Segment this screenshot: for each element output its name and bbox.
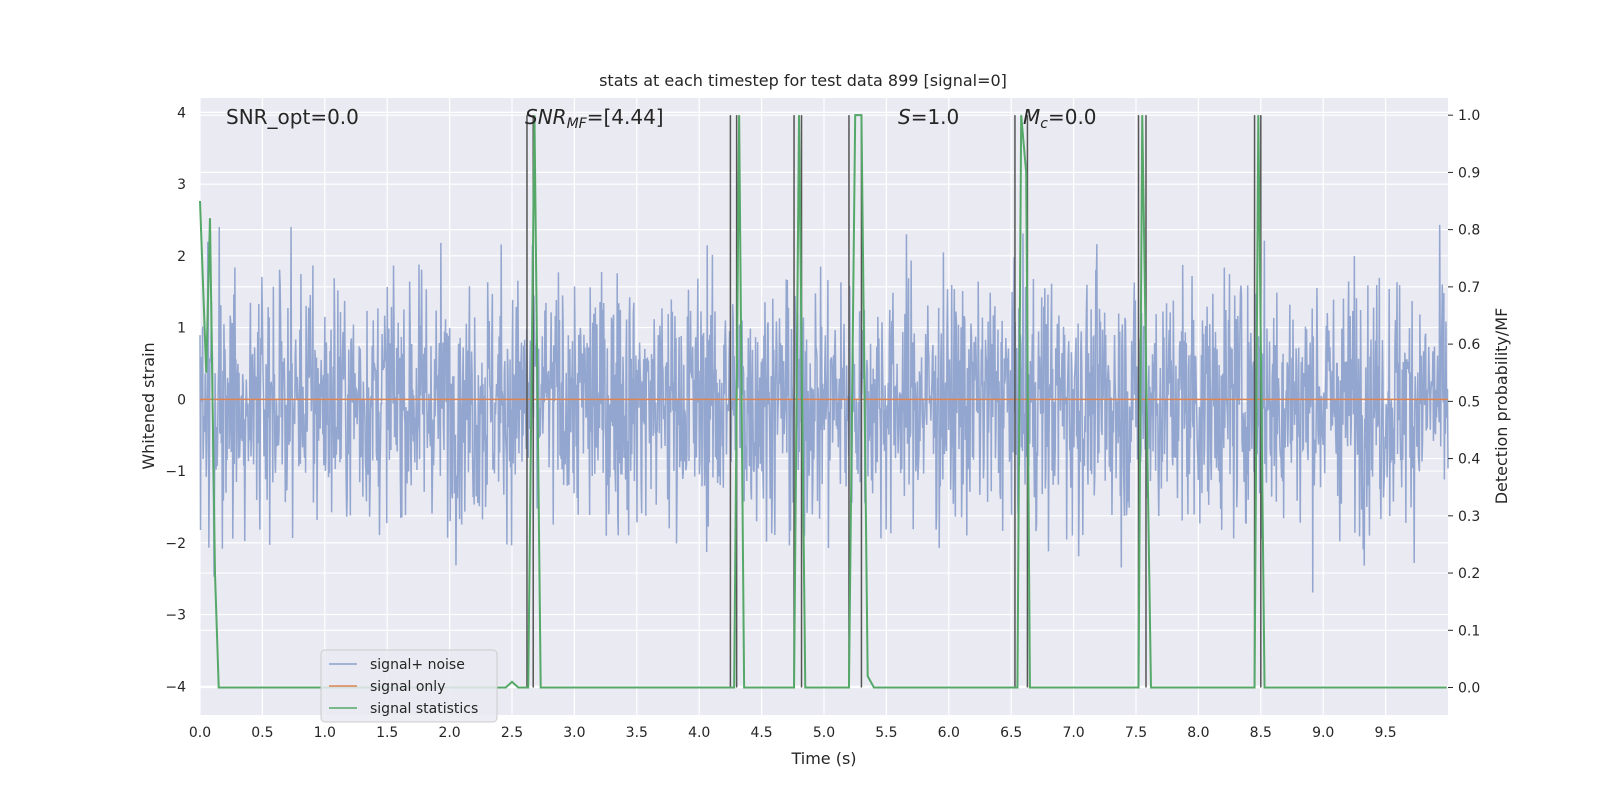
snr-mf-value: =[4.44] [587, 105, 664, 129]
x-tick-label: 3.5 [626, 725, 648, 741]
left-y-tick-label: −3 [165, 608, 186, 624]
snr-mf-annotation: SNRMF=[4.44] [525, 105, 664, 132]
x-tick-label: 5.0 [813, 725, 835, 741]
x-tick-label: 7.5 [1125, 725, 1147, 741]
x-tick-label: 6.5 [1000, 725, 1022, 741]
right-y-axis-label: Detection probability/MF [1492, 308, 1511, 505]
left-y-tick-label: 2 [177, 249, 186, 265]
right-y-tick-label: 0.5 [1458, 394, 1480, 410]
mc-subscript: c [1040, 116, 1048, 132]
right-y-tick-label: 0.8 [1458, 223, 1480, 239]
x-tick-label: 0.0 [189, 725, 211, 741]
left-y-tick-label: −2 [165, 536, 186, 552]
x-tick-label: 0.5 [251, 725, 273, 741]
x-axis-label: Time (s) [790, 749, 856, 768]
snr-mf-symbol: SNR [525, 105, 567, 129]
right-y-tick-label: 0.9 [1458, 165, 1480, 181]
left-y-tick-label: 0 [177, 392, 186, 408]
snr-opt-annotation: SNR_opt=0.0 [226, 105, 359, 129]
mc-symbol: M [1023, 105, 1040, 129]
right-y-tick-label: 1.0 [1458, 108, 1480, 124]
left-y-axis-label: Whitened strain [139, 342, 158, 469]
x-tick-label: 4.5 [750, 725, 772, 741]
legend-label-signal-statistics: signal statistics [370, 701, 478, 717]
mc-value: =0.0 [1048, 105, 1097, 129]
left-y-tick-label: 1 [177, 321, 186, 337]
legend-box [320, 649, 498, 723]
left-y-tick-label: 3 [177, 177, 186, 193]
left-y-tick-label: 4 [177, 105, 186, 121]
x-tick-label: 8.5 [1250, 725, 1272, 741]
signal-statistics-series [199, 114, 1447, 689]
signal-plus-noise-series [199, 224, 1449, 593]
right-y-tick-label: 0.4 [1458, 452, 1480, 468]
left-y-axis-ticks: −4 −3 −2 −1 0 1 2 3 4 [165, 105, 186, 695]
x-tick-label: 4.0 [688, 725, 710, 741]
x-tick-label: 5.5 [875, 725, 897, 741]
mc-annotation: Mc=0.0 [1023, 105, 1097, 132]
x-tick-label: 9.5 [1374, 725, 1396, 741]
left-y-tick-label: −4 [165, 679, 186, 695]
x-tick-label: 3.0 [563, 725, 585, 741]
x-axis-ticks: 0.0 0.5 1.0 1.5 2.0 2.5 3.0 3.5 4.0 4.5 5.0 5.5 6.0 6… [189, 725, 1397, 741]
x-tick-label: 9.0 [1312, 725, 1334, 741]
right-y-tick-label: 0.7 [1458, 280, 1480, 296]
legend-label-signal-plus-noise: signal+ noise [370, 657, 465, 673]
right-y-axis-ticks: 0.0 0.1 0.2 0.3 0.4 0.5 0.6 0.7 0.8 0.9 1.0 [1448, 108, 1480, 697]
legend-label-signal-only: signal only [370, 679, 445, 695]
chart-title: stats at each timestep for test data 899… [599, 71, 1007, 90]
left-y-tick-label: −1 [165, 464, 186, 480]
x-tick-label: 1.0 [314, 725, 336, 741]
snr-mf-subscript: MF [567, 116, 588, 132]
s-value: =1.0 [911, 105, 960, 129]
right-y-tick-label: 0.0 [1458, 681, 1480, 697]
right-y-tick-label: 0.1 [1458, 623, 1480, 639]
x-tick-label: 6.0 [938, 725, 960, 741]
s-annotation: S=1.0 [898, 105, 959, 129]
x-tick-label: 7.0 [1062, 725, 1084, 741]
x-tick-label: 2.0 [438, 725, 460, 741]
x-tick-label: 8.0 [1187, 725, 1209, 741]
signal-plus-noise-line [199, 224, 1449, 593]
legend: signal+ noise signal only signal statist… [320, 649, 498, 723]
right-y-tick-label: 0.3 [1458, 509, 1480, 525]
x-tick-label: 1.5 [376, 725, 398, 741]
signal-statistics-line [199, 114, 1447, 689]
x-tick-label: 2.5 [501, 725, 523, 741]
s-symbol: S [898, 105, 911, 129]
right-y-tick-label: 0.6 [1458, 337, 1480, 353]
right-y-tick-label: 0.2 [1458, 566, 1480, 582]
